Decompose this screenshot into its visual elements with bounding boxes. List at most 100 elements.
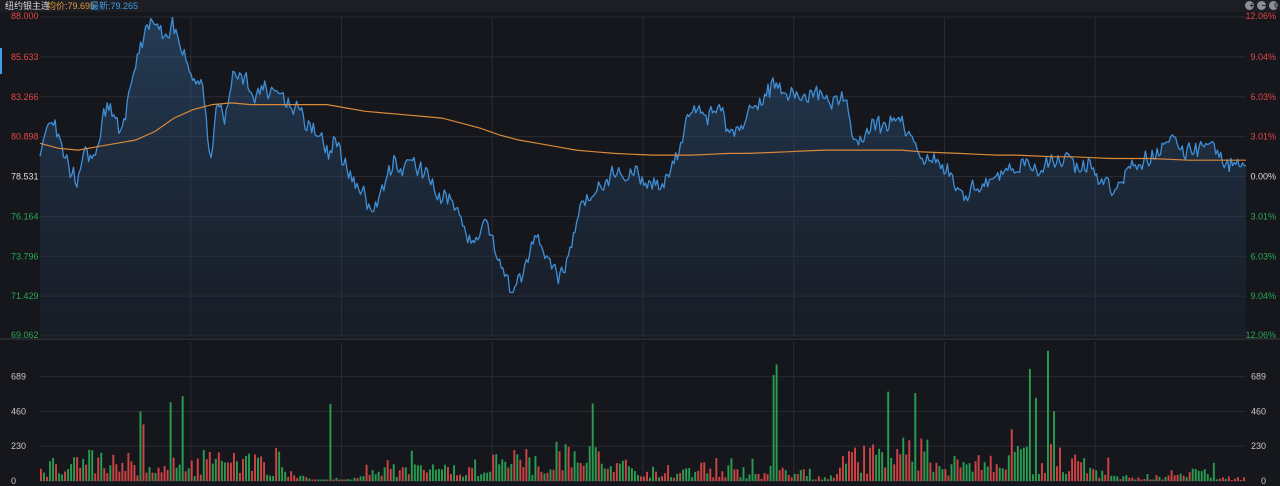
volume-bar (302, 475, 305, 481)
volume-bar (703, 462, 706, 481)
volume-bar (151, 472, 154, 481)
volume-bar (829, 475, 832, 481)
volume-bar (724, 477, 727, 481)
volume-bar (172, 457, 175, 481)
volume-bar (1077, 460, 1080, 481)
volume-bar (226, 462, 229, 481)
volume-bar (1113, 475, 1116, 481)
volume-bar (507, 467, 510, 481)
percent-tick-label: 6.03% (1250, 251, 1276, 261)
volume-bar (1230, 479, 1233, 481)
volume-bar (1218, 478, 1221, 481)
volume-bar (404, 467, 407, 481)
volume-bar (437, 468, 440, 481)
volume-bar (679, 472, 682, 481)
volume-bar (1092, 469, 1095, 481)
volume-bar (338, 479, 341, 481)
volume-bar (552, 469, 555, 481)
volume-bar (1170, 470, 1173, 481)
volume-bar (923, 451, 926, 481)
volume-bar (775, 364, 778, 481)
volume-bar (992, 472, 995, 481)
volume-bar (1194, 468, 1197, 481)
volume-bar (431, 464, 434, 481)
volume-bar (43, 472, 45, 481)
volume-bar (450, 473, 452, 481)
volume-bar (1191, 468, 1194, 481)
volume-bar (1140, 479, 1143, 481)
price-tick-label: 85.633 (11, 52, 39, 62)
volume-bar (1158, 476, 1161, 481)
volume-bar (1203, 469, 1206, 481)
volume-bar (612, 471, 615, 481)
price-axis-left: 88.000 85.633 83.266 80.898 78.531 76.164 73.7… (11, 11, 39, 340)
volume-bar (911, 461, 914, 481)
settings-button[interactable]: ⚙ (1269, 1, 1280, 10)
volume-bar (70, 464, 73, 481)
volume-bar (694, 471, 697, 481)
volume-bars (40, 350, 1245, 481)
volume-bar (100, 452, 103, 481)
volume-bar (127, 452, 130, 481)
volume-bar (130, 461, 133, 481)
volume-bar (287, 476, 290, 481)
percent-tick-label: 3.01% (1250, 132, 1276, 142)
volume-bar (190, 460, 193, 481)
volume-bar (193, 476, 196, 481)
volume-bar (1149, 479, 1152, 481)
volume-bar (109, 465, 112, 481)
volume-bar (600, 463, 603, 481)
price-tick-label: 71.429 (11, 291, 39, 301)
volume-bar (1043, 473, 1046, 481)
volume-bar (1242, 477, 1245, 481)
volume-bar (1083, 458, 1086, 481)
volume-bar (118, 471, 121, 481)
volume-bar (1215, 479, 1218, 481)
volume-bar (380, 475, 383, 481)
volume-bar (712, 477, 715, 481)
zoom-in-button[interactable]: + (1245, 1, 1254, 10)
percent-tick-label: 3.01% (1250, 211, 1276, 221)
volume-bar (275, 447, 278, 481)
volume-bar (163, 466, 166, 481)
percent-tick-label: 0.00% (1250, 172, 1276, 182)
volume-bar (199, 474, 202, 481)
volume-bar (820, 479, 823, 481)
volume-bar (781, 467, 784, 481)
volume-bar (278, 451, 281, 481)
volume-tick-label: 230 (11, 441, 26, 451)
volume-bar (483, 472, 486, 481)
volume-bar (817, 476, 820, 481)
volume-bar (238, 472, 241, 481)
price-tick-label: 88.000 (11, 11, 39, 21)
volume-bar (1176, 474, 1179, 481)
volume-bar (646, 471, 648, 481)
volume-bar (254, 454, 256, 481)
volume-bar (630, 468, 633, 481)
volume-bar (401, 467, 404, 481)
volume-bar (733, 469, 736, 481)
volume-bar (727, 465, 730, 481)
plus-circle-icon: + (1249, 1, 1255, 10)
volume-bar (649, 477, 651, 481)
volume-bar (468, 467, 471, 481)
percent-tick-label: 9.04% (1250, 291, 1276, 301)
volume-bar (667, 465, 670, 481)
volume-bar (1047, 350, 1049, 481)
volume-bar (1155, 475, 1158, 481)
volume-bar (570, 467, 573, 481)
volume-bar (1221, 477, 1224, 481)
volume-bar (383, 467, 386, 481)
volume-bar (281, 467, 284, 481)
zoom-out-button[interactable]: − (1257, 1, 1266, 10)
percent-tick-label: 12.06% (1245, 11, 1276, 21)
volume-bar (175, 467, 178, 481)
volume-bar (368, 474, 371, 481)
volume-bar (142, 424, 145, 481)
volume-bar (1209, 477, 1212, 481)
volume-bar (742, 467, 745, 481)
volume-bar (823, 477, 826, 481)
volume-bar (492, 454, 495, 481)
volume-bar (869, 447, 872, 481)
volume-bar (235, 461, 238, 481)
